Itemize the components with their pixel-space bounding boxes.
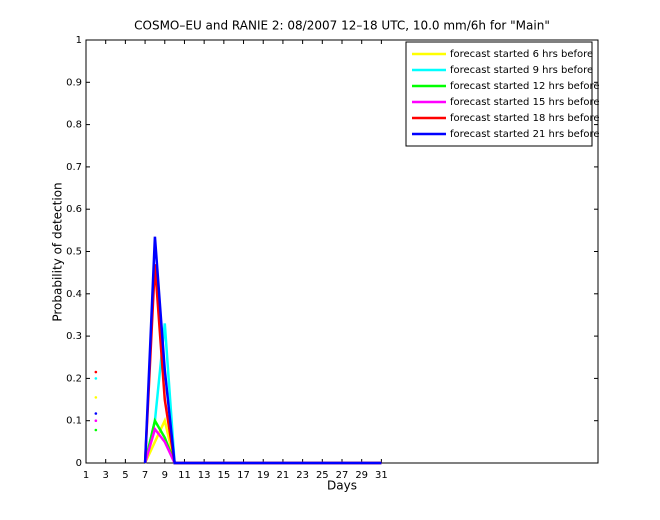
x-tick-label: 11 [178,470,191,481]
x-tick-label: 27 [336,470,349,481]
x-tick-label: 3 [103,470,109,481]
legend-box [405,41,593,147]
point [94,419,98,423]
x-tick-label: 19 [257,470,270,481]
x-tick-label: 15 [217,470,230,481]
x-tick-label: 17 [237,470,250,481]
x-tick-label: 9 [162,470,168,481]
y-tick-label: 0.7 [66,162,82,173]
x-tick-label: 25 [316,470,329,481]
x-tick-label: 29 [355,470,368,481]
legend-label: forecast started 12 hrs before [450,81,600,92]
y-tick-label: 0 [76,458,82,469]
x-axis-label: Days [327,479,357,493]
legend-label: forecast started 9 hrs before [450,65,593,76]
y-tick-label: 0.5 [66,247,82,258]
x-tick-label: 1 [83,470,89,481]
x-tick-label: 7 [142,470,148,481]
y-axis-label: Probability of detection [51,182,65,321]
x-tick-label: 21 [277,470,290,481]
x-tick-label: 5 [122,470,128,481]
point [94,377,98,380]
legend-label: forecast started 15 hrs before [450,97,600,108]
x-tick-label: 31 [375,470,388,481]
legend-label: forecast started 6 hrs before [450,49,593,60]
y-tick-label: 0.1 [66,416,82,427]
y-tick-label: 0.8 [66,120,82,131]
y-tick-label: 0.9 [66,77,82,88]
y-tick-label: 0.3 [66,331,82,342]
y-tick-label: 1 [76,35,82,46]
legend-label: forecast started 21 hrs before [450,129,600,140]
point [94,428,98,432]
y-tick-label: 0.4 [66,289,82,300]
x-tick-label: 23 [296,470,309,481]
x-tick-label: 13 [198,470,211,481]
y-tick-label: 0.6 [66,204,82,215]
y-tick-label: 0.2 [66,373,82,384]
point [94,370,98,374]
point [94,412,98,415]
chart-title: COSMO–EU and RANIE 2: 08/2007 12–18 UTC,… [134,19,550,33]
legend-label: forecast started 18 hrs before [450,113,600,124]
point [94,396,98,399]
series-line [143,236,382,465]
